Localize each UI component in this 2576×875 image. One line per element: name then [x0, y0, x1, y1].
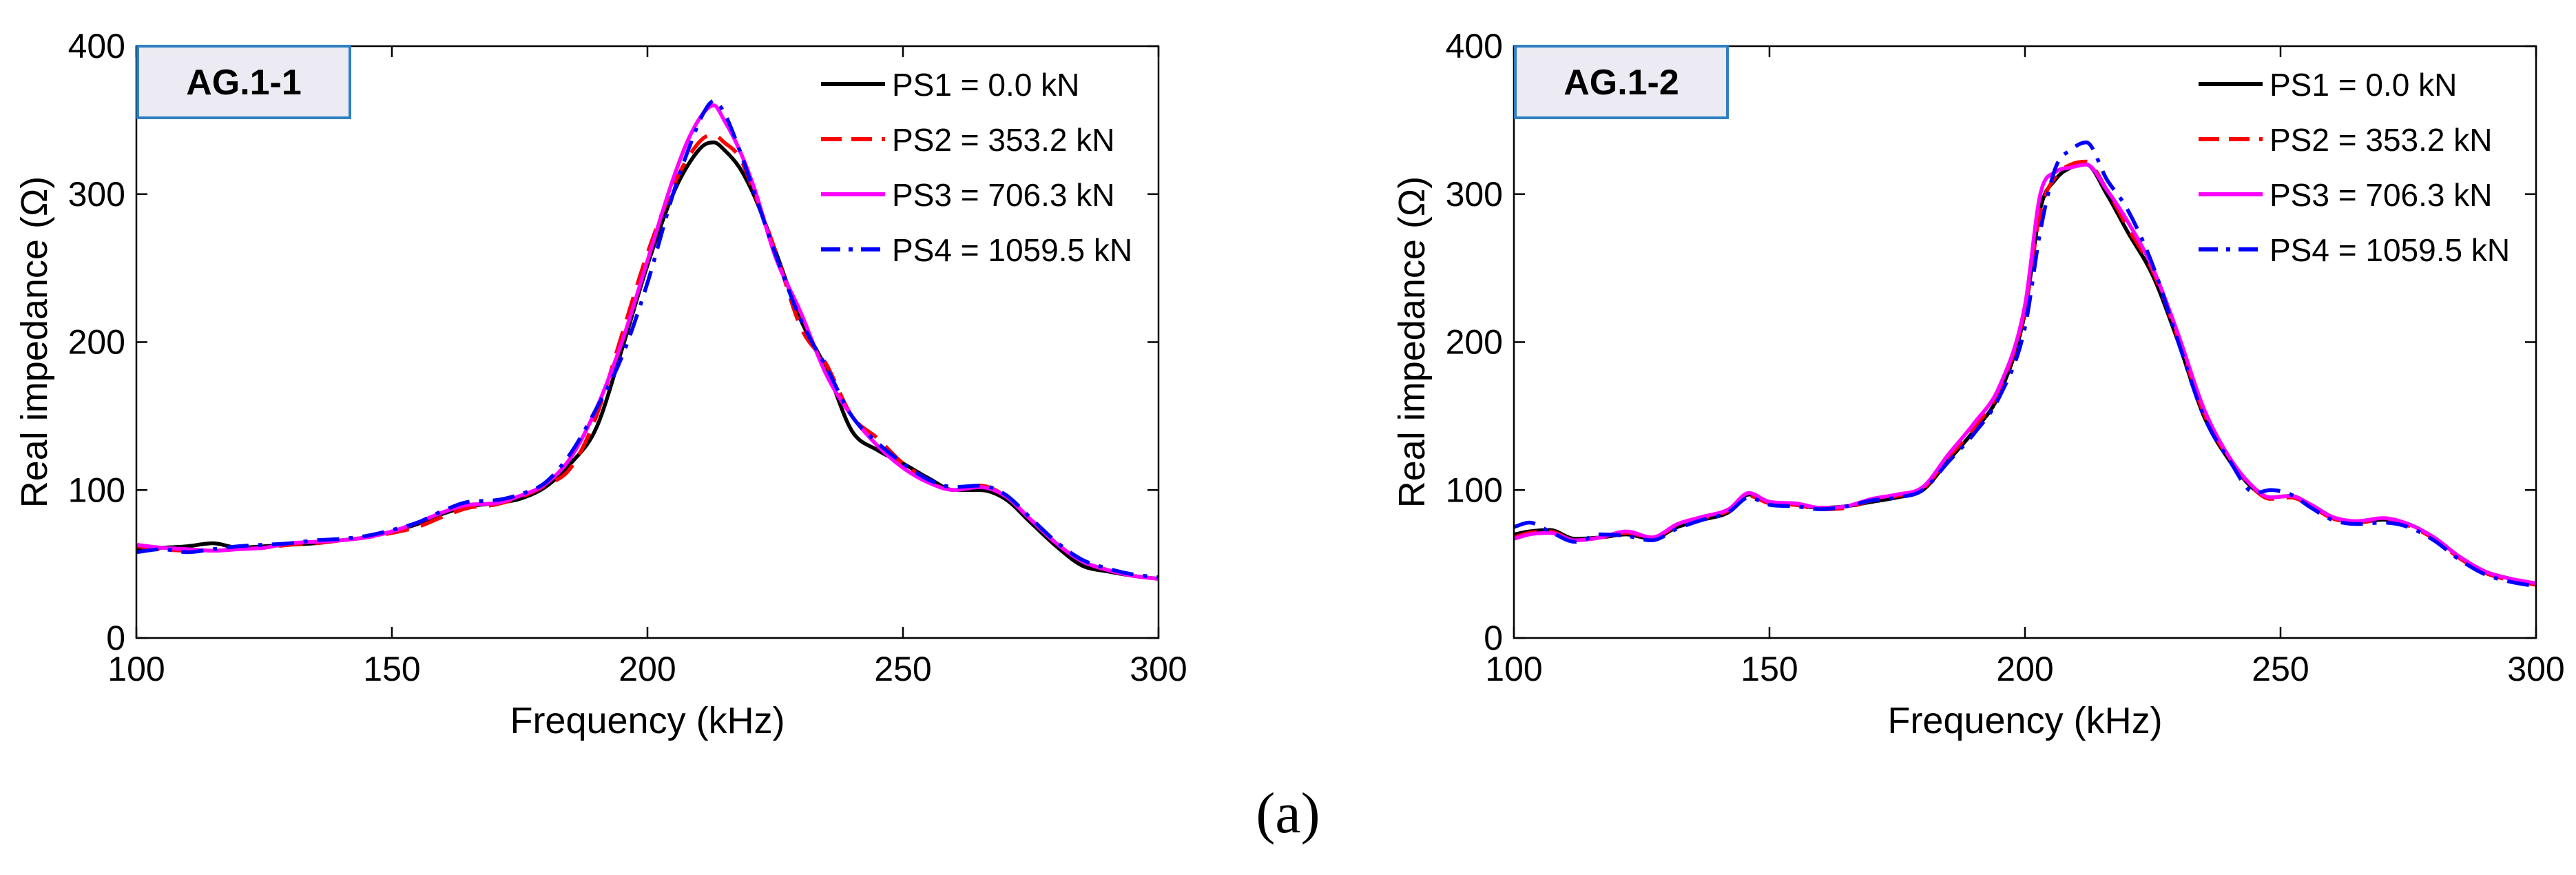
legend: PS1 = 0.0 kN PS2 = 353.2 kN PS3 = 706.3 kN… [2199, 67, 2510, 268]
series-lines [136, 99, 1159, 581]
y-tick-label: 200 [1446, 323, 1503, 362]
y-tick-label: 300 [1446, 175, 1503, 214]
x-tick-label: 100 [107, 650, 165, 688]
x-tick-label: 200 [619, 650, 676, 688]
y-tick-label: 100 [1446, 471, 1503, 509]
x-tick-label: 300 [1130, 650, 1187, 688]
y-axis-label: Real impedance (Ω) [14, 176, 55, 508]
x-tick-label: 150 [1741, 650, 1798, 688]
legend-label-ps3: PS3 = 706.3 kN [2269, 177, 2492, 213]
series-line-ps1 [1514, 163, 2536, 587]
legend-label-ps2: PS2 = 353.2 kN [892, 122, 1114, 158]
series-line-ps4 [136, 99, 1159, 579]
series-line-ps3 [1514, 163, 2536, 586]
figure-caption: (a) [1256, 781, 1320, 845]
x-tick-label: 250 [2252, 650, 2309, 688]
legend-label-ps4: PS4 = 1059.5 kN [2269, 232, 2510, 268]
series-lines [1514, 140, 2536, 588]
y-tick-label: 0 [1484, 619, 1503, 657]
legend-label-ps4: PS4 = 1059.5 kN [892, 232, 1132, 268]
panel-label: AG.1-2 [1564, 63, 1679, 103]
panel-label-box [1514, 45, 1729, 119]
panel-label: AG.1-1 [186, 63, 302, 103]
y-tick-label: 200 [68, 323, 125, 362]
legend-label-ps2: PS2 = 353.2 kN [2269, 122, 2492, 158]
x-axis-label: Frequency (kHz) [510, 700, 785, 741]
y-tick-label: 400 [68, 27, 125, 65]
x-tick-label: 200 [1996, 650, 2053, 688]
legend-label-ps1: PS1 = 0.0 kN [2269, 67, 2457, 103]
legend-label-ps3: PS3 = 706.3 kN [892, 177, 1114, 213]
legend-label-ps1: PS1 = 0.0 kN [892, 67, 1079, 103]
y-tick-label: 400 [1446, 27, 1503, 65]
panel-label-box [136, 45, 351, 119]
y-tick-label: 0 [106, 619, 125, 657]
x-tick-label: 300 [2507, 650, 2564, 688]
x-tick-label: 250 [874, 650, 931, 688]
x-tick-label: 150 [363, 650, 420, 688]
y-tick-label: 300 [68, 175, 125, 214]
legend: PS1 = 0.0 kN PS2 = 353.2 kN PS3 = 706.3 kN… [821, 67, 1132, 268]
series-line-ps3 [136, 103, 1159, 581]
x-axis-label: Frequency (kHz) [1887, 700, 2162, 741]
y-axis-label: Real impedance (Ω) [1391, 176, 1433, 508]
series-line-ps4 [1514, 140, 2536, 588]
y-tick-label: 100 [68, 471, 125, 509]
x-tick-label: 100 [1485, 650, 1542, 688]
